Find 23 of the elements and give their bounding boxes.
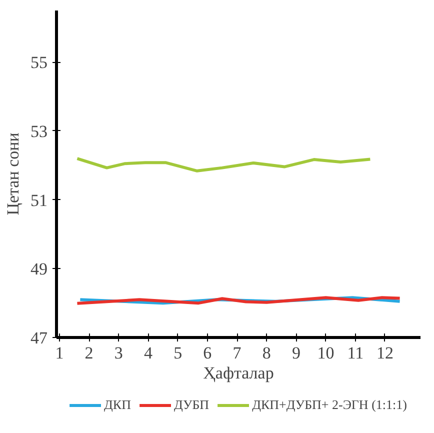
legend-label: ДУБП bbox=[174, 397, 210, 413]
line-series bbox=[76, 157, 372, 172]
y-tick-label: 53 bbox=[30, 122, 48, 141]
y-tick-label: 51 bbox=[30, 190, 48, 210]
x-tick-label: 10 bbox=[317, 344, 334, 362]
x-tick-label: 12 bbox=[376, 344, 394, 362]
x-tick-label: 9 bbox=[292, 344, 300, 362]
legend-label: ДКП+ДУБП+ 2-ЭГН (1:1:1) bbox=[252, 397, 407, 413]
x-tick-label: 6 bbox=[203, 344, 212, 362]
y-tick-label: 49 bbox=[30, 260, 48, 279]
x-tick-label: 2 bbox=[84, 344, 94, 362]
x-tick-label: 8 bbox=[262, 344, 271, 362]
x-tick-label: 4 bbox=[144, 344, 153, 362]
x-axis-title: Ҳафталар bbox=[203, 364, 274, 382]
x-tick-label: 1 bbox=[55, 344, 64, 362]
y-tick-label: 47 bbox=[30, 328, 48, 348]
x-tick-label: 5 bbox=[174, 344, 182, 362]
y-axis-title: Цетан сони bbox=[4, 132, 22, 216]
x-tick-label: 7 bbox=[232, 344, 242, 362]
legend-label: ДКП bbox=[104, 397, 131, 413]
y-tick-label: 55 bbox=[30, 53, 48, 72]
x-tick-label: 3 bbox=[114, 344, 123, 362]
x-tick-label: 11 bbox=[347, 344, 364, 362]
